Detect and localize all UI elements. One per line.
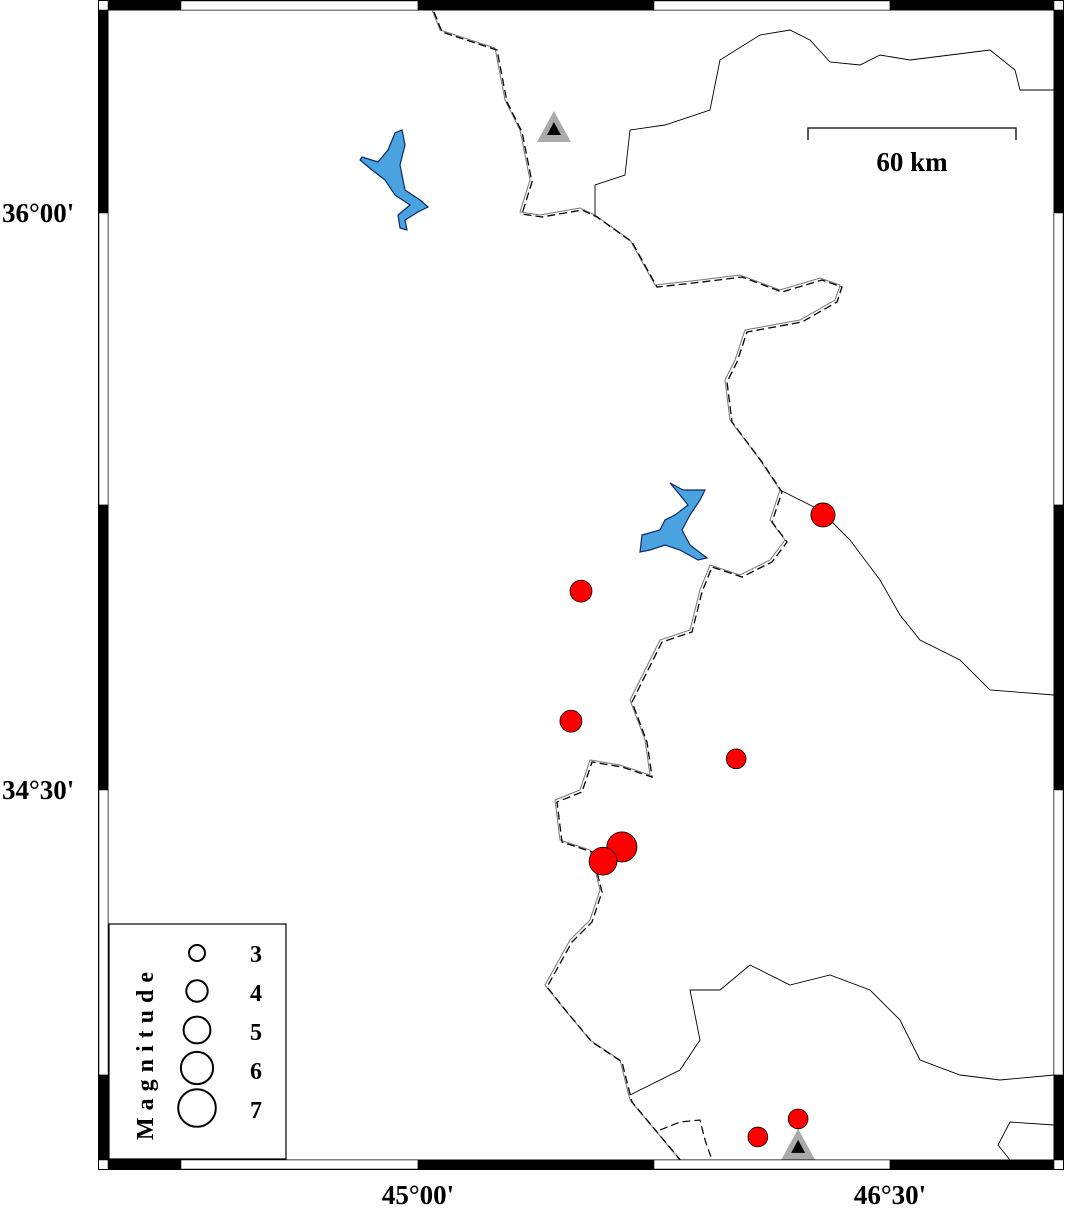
- frame-segment: [107, 1159, 182, 1170]
- international-border: [433, 11, 843, 1163]
- province-boundary: [997, 1121, 1055, 1161]
- scale-bar: 60 km: [807, 127, 1017, 177]
- frame-segment: [417, 1159, 655, 1170]
- frame-segment: [417, 0, 655, 11]
- legend-circle: [185, 979, 209, 1003]
- lat-label-34-30: 34°30': [2, 775, 74, 805]
- frame-segment: [1053, 212, 1064, 506]
- frame-segment: [889, 0, 1055, 11]
- lat-label-36: 36°00': [2, 198, 74, 228]
- earthquake-event: [747, 1126, 769, 1148]
- legend-mag-3: 3: [250, 942, 262, 968]
- lon-label-45: 45°00': [382, 1180, 454, 1209]
- legend-mag-4: 4: [250, 981, 262, 1007]
- frame-segment: [1053, 504, 1064, 791]
- frame-segment: [107, 0, 182, 11]
- legend-mag-6: 6: [250, 1059, 262, 1085]
- magnitude-legend: Magnitude 3 4 5 6 7: [108, 923, 287, 1160]
- frame-segment: [653, 0, 891, 11]
- frame-segment: [1053, 789, 1064, 1076]
- earthquake-event: [787, 1108, 809, 1130]
- frame-segment: [98, 1074, 109, 1161]
- lake: [639, 482, 709, 561]
- station-triangle-icon: [546, 121, 561, 135]
- legend-mag-5: 5: [250, 1020, 262, 1046]
- map-frame: [98, 0, 1064, 1170]
- frame-segment: [1053, 1074, 1064, 1161]
- frame-segment: [653, 1159, 891, 1170]
- lake: [359, 129, 430, 231]
- frame-segment: [98, 504, 109, 791]
- province-boundary: [431, 9, 841, 1161]
- earthquake-event: [725, 748, 747, 770]
- frame-segment: [98, 789, 109, 1076]
- earthquake-event: [588, 846, 618, 876]
- legend-circle: [182, 1015, 212, 1045]
- province-boundary: [629, 964, 1055, 1096]
- frame-segment: [180, 1159, 419, 1170]
- lon-label-46-30: 46°30': [854, 1180, 926, 1209]
- legend-mag-7: 7: [250, 1098, 262, 1124]
- frame-segment: [889, 1159, 1055, 1170]
- station-triangle-icon: [791, 1139, 806, 1153]
- frame-segment: [98, 212, 109, 506]
- legend-title: Magnitude: [133, 965, 159, 1140]
- earthquake-event: [810, 502, 836, 528]
- province-boundary: [594, 29, 1054, 215]
- legend-circle: [177, 1088, 217, 1128]
- earthquake-event: [559, 709, 583, 733]
- legend-circle: [188, 944, 206, 962]
- legend-circle: [179, 1050, 215, 1086]
- frame-segment: [1053, 9, 1064, 214]
- scale-bar-label: 60 km: [876, 147, 948, 177]
- frame-segment: [98, 9, 109, 214]
- international-border: [659, 1119, 713, 1161]
- frame-segment: [180, 0, 419, 11]
- earthquake-event: [569, 579, 593, 603]
